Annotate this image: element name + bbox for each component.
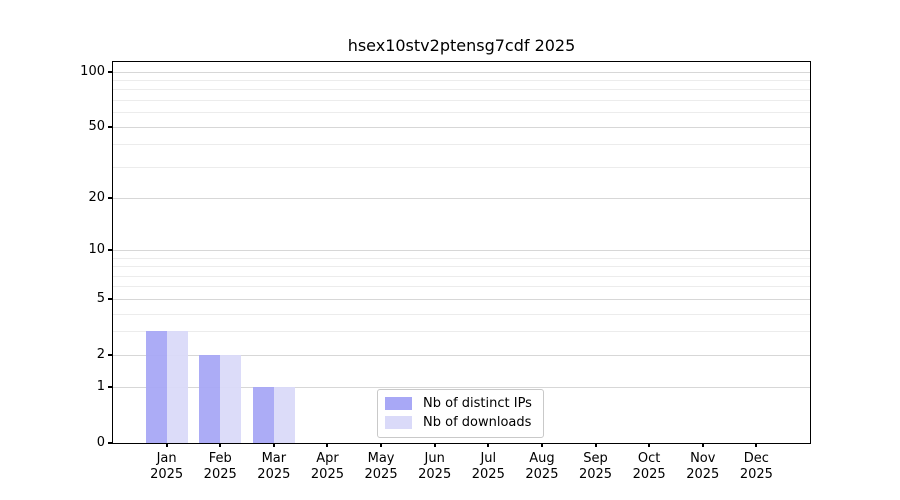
y-tick <box>108 125 112 128</box>
x-tick-label: Feb 2025 <box>203 451 237 482</box>
x-tick <box>701 443 704 447</box>
y-tick <box>108 297 112 300</box>
plot-area: Nb of distinct IPs Nb of downloads <box>112 61 811 444</box>
x-tick-label: Dec 2025 <box>739 451 773 482</box>
x-tick-label: Jan 2025 <box>150 451 184 482</box>
bar <box>145 331 167 443</box>
x-tick <box>219 443 222 447</box>
gridline-minor <box>113 275 810 277</box>
x-tick-label: Jul 2025 <box>471 451 505 482</box>
bar <box>273 387 295 443</box>
x-tick-label: Mar 2025 <box>257 451 291 482</box>
gridline-minor <box>113 286 810 288</box>
bar <box>166 331 188 443</box>
y-tick <box>108 442 112 444</box>
legend-row: Nb of distinct IPs <box>385 394 543 413</box>
bar <box>199 354 221 443</box>
gridline-minor <box>113 166 810 168</box>
legend-label: Nb of distinct IPs <box>423 396 532 411</box>
y-tick-label: 2 <box>96 346 105 362</box>
chart-title: hsex10stv2ptensg7cdf 2025 <box>347 36 576 55</box>
legend-label: Nb of downloads <box>423 415 532 430</box>
x-tick-label: Sep 2025 <box>578 451 613 482</box>
gridline-minor <box>113 112 810 114</box>
y-tick-label: 20 <box>88 190 105 206</box>
gridline-minor <box>113 313 810 315</box>
x-tick-label: Apr 2025 <box>310 451 344 482</box>
gridline-major <box>113 71 810 73</box>
gridline-minor <box>113 331 810 333</box>
x-tick <box>487 443 490 447</box>
gridlines-layer <box>113 62 810 443</box>
gridline-minor <box>113 266 810 268</box>
y-tick <box>108 249 112 252</box>
x-tick-label: Aug 2025 <box>525 451 559 482</box>
bar <box>220 354 242 443</box>
gridline-major <box>113 354 810 356</box>
gridline-major <box>113 250 810 252</box>
y-tick <box>108 353 112 356</box>
x-tick <box>272 443 275 447</box>
gridline-minor <box>113 80 810 82</box>
x-tick <box>540 443 543 447</box>
x-tick-label: Oct 2025 <box>632 451 666 482</box>
y-tick-label: 100 <box>80 63 105 79</box>
x-tick-label: Nov 2025 <box>686 451 720 482</box>
gridline-minor <box>113 144 810 146</box>
bar <box>252 387 274 443</box>
legend: Nb of distinct IPs Nb of downloads <box>377 389 544 438</box>
gridline-major <box>113 387 810 389</box>
gridline-major <box>113 298 810 300</box>
y-tick-label: 10 <box>88 242 105 258</box>
y-tick-label: 0 <box>96 435 105 450</box>
y-tick-label: 1 <box>96 379 105 395</box>
legend-swatch <box>385 416 412 429</box>
y-tick <box>108 386 112 389</box>
y-tick <box>108 70 112 73</box>
x-tick <box>165 443 168 447</box>
x-tick <box>594 443 597 447</box>
x-tick <box>755 443 758 447</box>
x-tick-label: May 2025 <box>364 451 398 482</box>
x-tick-label: Jun 2025 <box>418 451 452 482</box>
gridline-major <box>113 198 810 200</box>
x-tick <box>433 443 436 447</box>
legend-swatch <box>385 397 412 410</box>
y-tick-label: 50 <box>88 118 105 134</box>
legend-rows: Nb of distinct IPs Nb of downloads <box>385 394 543 432</box>
x-tick <box>326 443 329 447</box>
y-tick <box>108 197 112 200</box>
x-tick <box>380 443 383 447</box>
gridline-minor <box>113 89 810 91</box>
x-tick <box>648 443 651 447</box>
bars-layer <box>113 62 810 443</box>
y-tick-label: 5 <box>96 290 105 306</box>
gridline-minor <box>113 100 810 102</box>
legend-row: Nb of downloads <box>385 413 543 432</box>
gridline-minor <box>113 257 810 259</box>
gridline-major <box>113 126 810 128</box>
